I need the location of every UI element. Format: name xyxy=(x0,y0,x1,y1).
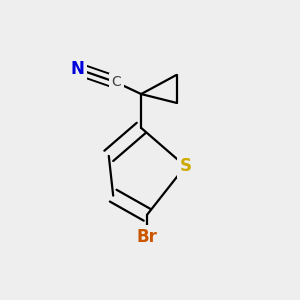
Text: Br: Br xyxy=(136,228,158,246)
Text: C: C xyxy=(111,75,121,89)
Text: N: N xyxy=(71,60,85,78)
Text: S: S xyxy=(179,157,191,175)
